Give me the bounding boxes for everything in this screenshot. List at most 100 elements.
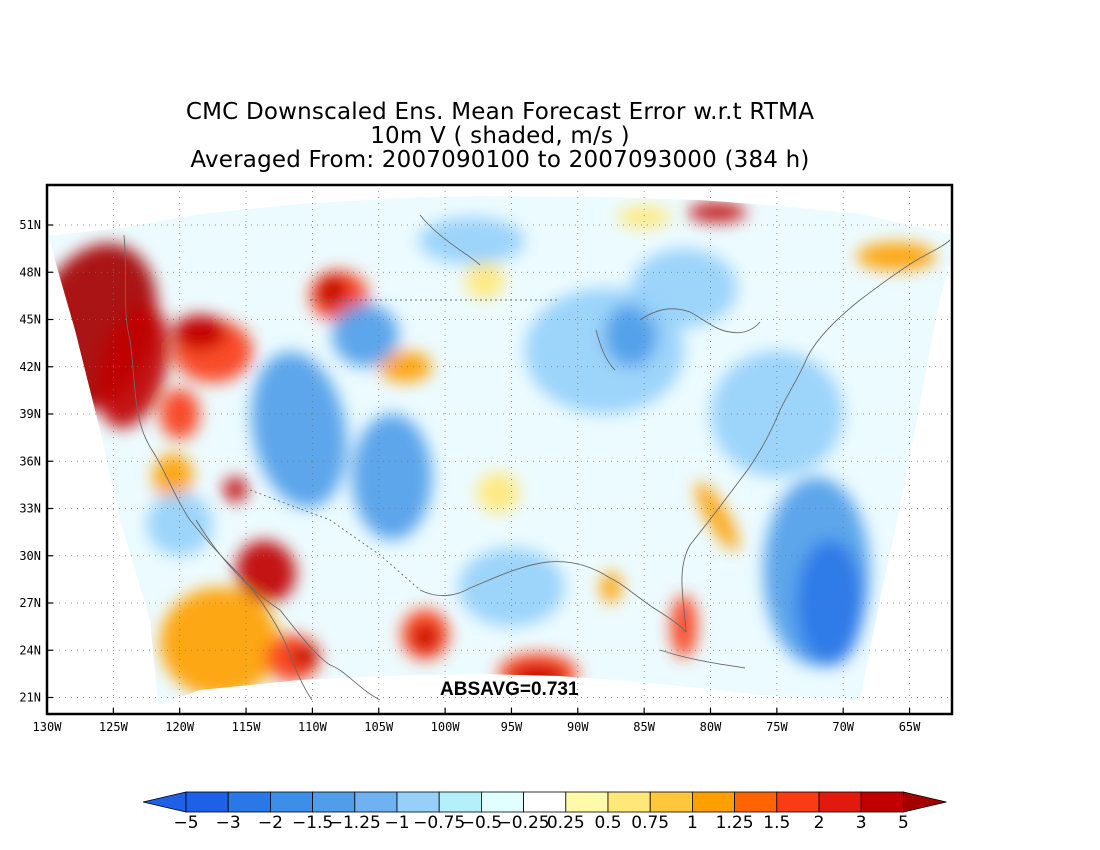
map-frame (45, 183, 954, 716)
great-lakes-outline (639, 308, 761, 334)
lon-tick-label: 90W (567, 720, 589, 734)
colorbar-label: −0.75 (413, 813, 465, 833)
lon-tick-label: 110W (298, 720, 328, 734)
positive-error-region (173, 314, 227, 350)
positive-error-region (159, 587, 280, 698)
colorbar-label: 5 (898, 813, 909, 833)
colorbar-label: −1.25 (329, 813, 381, 833)
positive-error-region (856, 242, 937, 271)
positive-error-region (670, 595, 698, 659)
colorbar-swatch (607, 791, 651, 813)
colorbar-right-arrow (903, 791, 947, 813)
lat-tick-label: 48N (19, 265, 41, 279)
colorbar-swatch (227, 791, 271, 813)
lake-michigan-outline (595, 329, 616, 371)
positive-error-region (413, 625, 438, 651)
positive-error-region (600, 571, 622, 603)
colorbar-swatch (776, 791, 820, 813)
lon-tick-label: 100W (431, 720, 461, 734)
colorbar-swatch (523, 791, 567, 813)
colorbar-label: −1.5 (292, 813, 333, 833)
positive-error-region (378, 351, 432, 383)
map-plot-area: 130W 125W 120W 115W 110W 105W 100W 95W 90W 85W 80W… (19, 183, 954, 734)
lat-tick-label: 30N (19, 549, 41, 563)
us-mexico-border (249, 489, 421, 591)
colorbar-label: −0.5 (461, 813, 502, 833)
lon-tick-label: 125W (99, 720, 129, 734)
lon-tick-label: 105W (364, 720, 394, 734)
colorbar-label: 0.5 (594, 813, 621, 833)
colorbar-label: 0.25 (547, 813, 585, 833)
map-title-line-3: Averaged From: 2007090100 to 2007093000 … (190, 147, 810, 173)
atlantic-coastline (681, 299, 861, 633)
negative-error-region (418, 217, 525, 265)
lat-tick-label: 51N (19, 218, 41, 232)
map-title-line-2: 10m V ( shaded, m/s ) (370, 123, 630, 149)
lon-tick-label: 80W (700, 720, 722, 734)
colorbar-label: 2 (814, 813, 825, 833)
lat-tick-label: 21N (19, 691, 41, 705)
colorbar-label: −5 (173, 813, 198, 833)
lon-tick-label: 75W (766, 720, 788, 734)
positive-error-region (317, 275, 347, 307)
lat-tick-label: 42N (19, 360, 41, 374)
colorbar-label: 1.25 (716, 813, 754, 833)
gulf-coastline (419, 561, 687, 633)
colorbar-swatch (185, 791, 229, 813)
lat-tick-label: 36N (19, 454, 41, 468)
lon-tick-label: 70W (832, 720, 854, 734)
map-title-block: CMC Downscaled Ens. Mean Forecast Error … (0, 100, 1000, 172)
colorbar-label: 3 (856, 813, 867, 833)
negative-error-region (796, 540, 864, 666)
positive-error-region (687, 202, 747, 222)
hudson-coast (419, 214, 481, 266)
northeast-coastline (859, 239, 951, 301)
colorbar-label: 1.5 (763, 813, 790, 833)
colorbar-swatch (734, 791, 778, 813)
colorbar-label: −1 (384, 813, 409, 833)
colorbar-swatch (649, 791, 693, 813)
negative-error-region (251, 351, 347, 508)
colorbar-swatch (692, 791, 736, 813)
map-gridlines (47, 185, 952, 714)
lat-tick-label: 33N (19, 502, 41, 516)
error-field-regions (48, 202, 937, 698)
lat-tick-label: 24N (19, 643, 41, 657)
colorbar-swatch (269, 791, 313, 813)
colorbar-swatch (565, 791, 609, 813)
lon-tick-label: 85W (633, 720, 655, 734)
colorbar-label: −3 (216, 813, 241, 833)
colorbar-swatch (312, 791, 356, 813)
pacific-coastline (123, 234, 241, 576)
lon-tick-label: 65W (899, 720, 921, 734)
colorbar-label: 0.75 (631, 813, 669, 833)
negative-error-region (630, 248, 738, 328)
colorbar-swatch (354, 791, 398, 813)
error-field-domain (48, 196, 950, 705)
negative-error-region (332, 303, 399, 367)
colorbar-label: −0.25 (498, 813, 550, 833)
colorbar-swatch (860, 791, 904, 813)
negative-error-region (352, 414, 432, 540)
lat-tick-label: 27N (19, 596, 41, 610)
coastlines (123, 214, 951, 701)
positive-error-region (476, 472, 520, 514)
tick-marks (46, 224, 911, 714)
colorbar-swatch (438, 791, 482, 813)
positive-error-region (617, 206, 671, 229)
colorbar-swatch (396, 791, 440, 813)
positive-error-region (223, 477, 248, 503)
colorbar-left-arrow (142, 791, 187, 813)
lon-tick-labels: 130W 125W 120W 115W 110W 105W 100W 95W 90W 85W 80W… (33, 720, 922, 734)
colorbar-swatch (818, 791, 862, 813)
lon-tick-label: 95W (501, 720, 523, 734)
cuba-outline (659, 649, 746, 669)
positive-error-region (153, 453, 193, 501)
mexico-west-coastline (195, 519, 381, 701)
positive-error-region (465, 261, 505, 300)
lon-tick-label: 115W (232, 720, 262, 734)
colorbar-label: −2 (258, 813, 283, 833)
map-title-line-1: CMC Downscaled Ens. Mean Forecast Error … (185, 99, 815, 125)
lon-tick-label: 130W (33, 720, 63, 734)
